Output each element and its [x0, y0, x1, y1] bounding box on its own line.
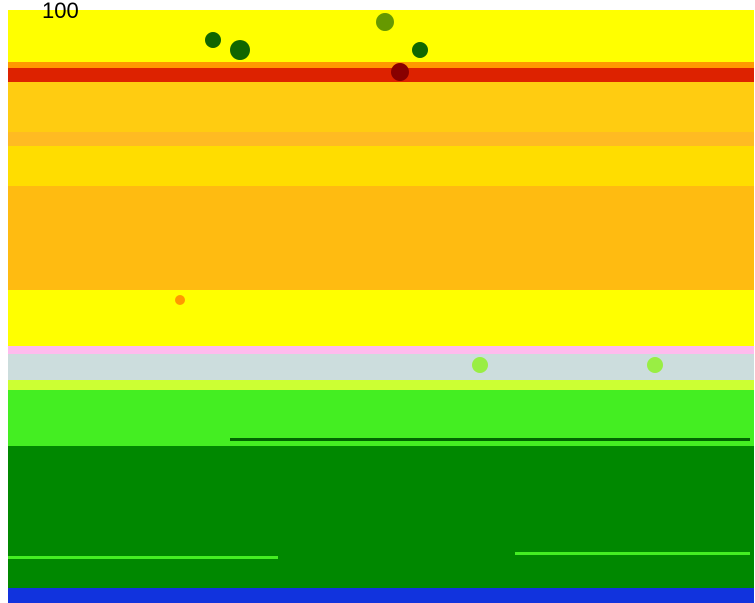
stripe — [515, 552, 750, 555]
blob — [472, 357, 488, 373]
band — [8, 132, 754, 146]
label: 100 — [42, 0, 79, 23]
stripe — [230, 438, 750, 441]
band — [8, 390, 754, 446]
blob — [230, 40, 250, 60]
band — [8, 446, 754, 588]
glitched-image: 100 — [0, 0, 755, 603]
band — [8, 290, 754, 346]
page: 100 (() => { const data = JSON.parse(doc… — [0, 0, 755, 603]
band — [8, 186, 754, 290]
stripe — [8, 556, 278, 559]
blob — [391, 63, 409, 81]
band — [8, 68, 754, 82]
band — [8, 146, 754, 186]
blob — [205, 32, 221, 48]
band — [8, 82, 754, 132]
band — [8, 354, 754, 380]
blob — [175, 295, 185, 305]
blob — [647, 357, 663, 373]
band — [8, 62, 754, 68]
band — [8, 380, 754, 390]
color-bands — [8, 10, 754, 603]
blob — [412, 42, 428, 58]
blob — [376, 13, 394, 31]
band — [8, 588, 754, 603]
band — [8, 346, 754, 354]
